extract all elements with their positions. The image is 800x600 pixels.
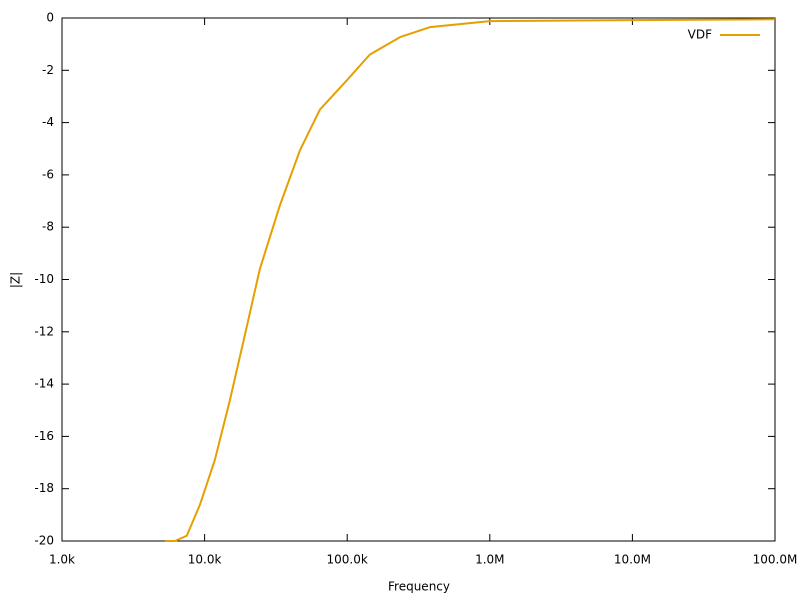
y-tick-label: -6 [42,167,54,181]
x-tick-label: 10.0k [188,553,222,567]
y-tick-label: -20 [34,534,54,548]
x-tick-label: 1.0M [475,553,504,567]
y-tick-label: -8 [42,220,54,234]
y-tick-label: -14 [34,377,54,391]
data-line [164,18,776,542]
y-tick-label: -2 [42,63,54,77]
y-tick-label: -4 [42,115,54,129]
y-tick-label: -16 [34,429,54,443]
x-axis-label: Frequency [388,580,450,594]
x-tick-label: 10.0M [614,553,651,567]
y-tick-label: -18 [34,481,54,495]
x-tick-label: 100.0M [753,553,798,567]
y-axis-label: |Z| [9,272,23,288]
y-tick-label: 0 [46,11,54,25]
y-tick-label: -12 [34,324,54,338]
plot-frame [61,17,776,542]
legend-label: VDF [688,28,712,42]
y-tick-label: -10 [34,272,54,286]
x-tick-label: 100.0k [327,553,368,567]
x-tick-label: 1.0k [49,553,75,567]
